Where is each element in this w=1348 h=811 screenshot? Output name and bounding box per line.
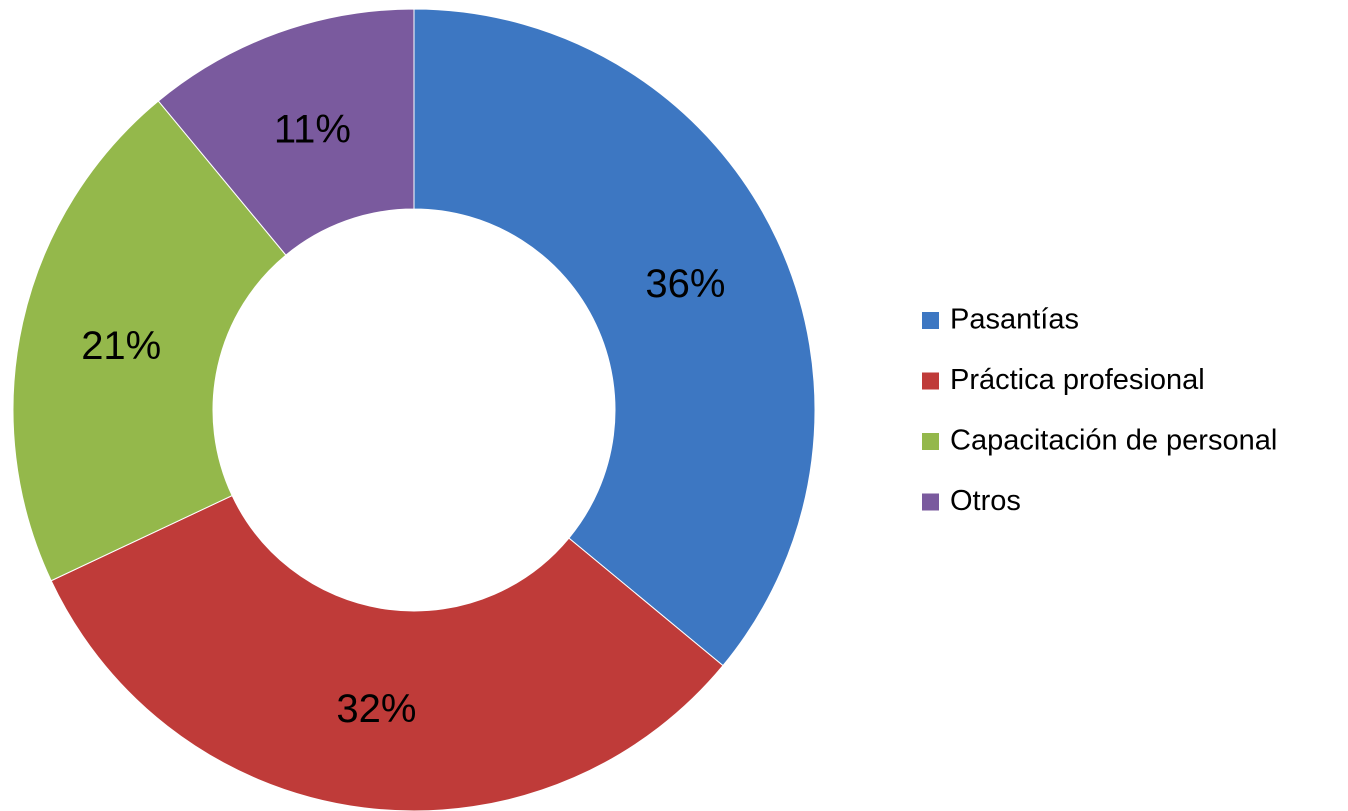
donut-slice — [12, 100, 287, 582]
legend-label: Capacitación de personal — [950, 425, 1277, 457]
donut-slice — [413, 8, 816, 667]
data-label: 11% — [274, 107, 351, 151]
donut-slice — [50, 494, 724, 811]
legend-label: Otros — [950, 485, 1021, 517]
legend-label: Práctica profesional — [950, 364, 1205, 396]
legend-swatch — [922, 493, 939, 511]
legend-swatch — [922, 372, 939, 390]
legend-swatch — [922, 312, 939, 329]
data-label: 32% — [336, 687, 416, 731]
data-label: 21% — [81, 324, 161, 368]
legend-label: Pasantías — [950, 304, 1079, 336]
data-label: 36% — [645, 262, 725, 306]
donut-slice — [157, 8, 415, 256]
legend-swatch — [922, 433, 939, 450]
